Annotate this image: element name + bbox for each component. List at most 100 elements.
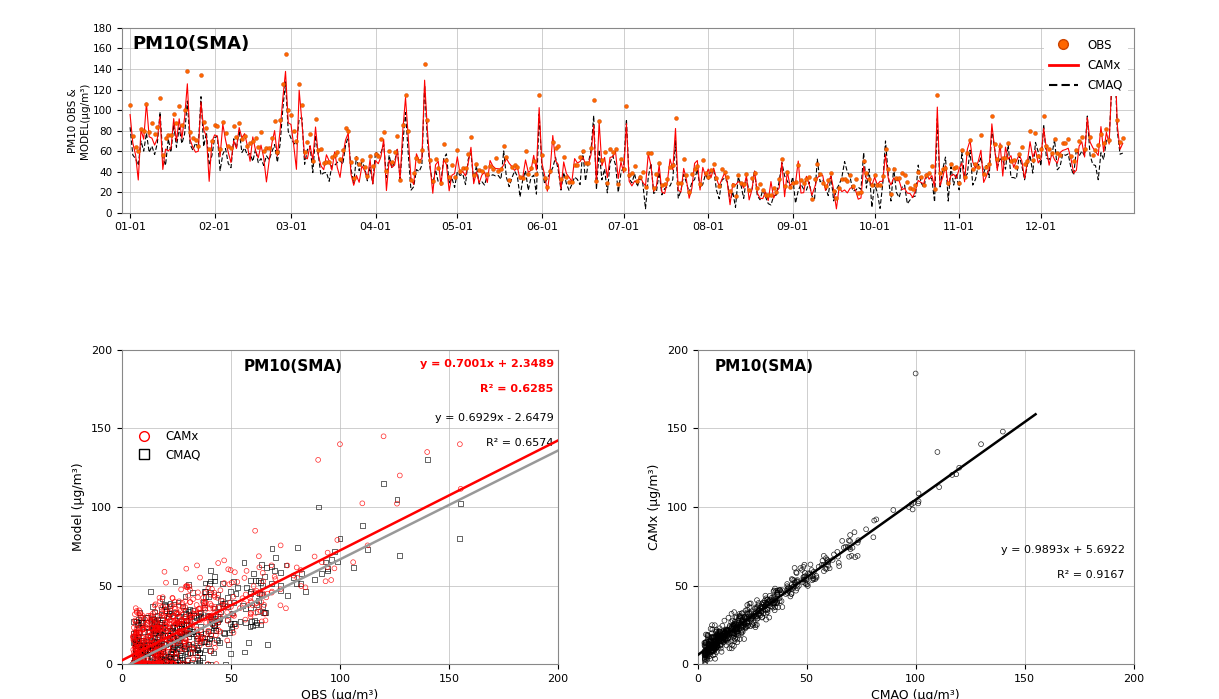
Point	[190, 621, 210, 632]
Point	[236, 617, 256, 628]
Point	[240, 137, 260, 148]
Point	[752, 605, 772, 617]
Point	[491, 164, 511, 175]
Point	[207, 611, 227, 622]
Point	[151, 655, 171, 666]
Point	[316, 556, 335, 568]
Point	[172, 614, 191, 625]
Point	[716, 627, 735, 638]
Point	[705, 646, 724, 657]
Point	[163, 630, 183, 642]
Point	[590, 115, 610, 127]
Point	[196, 122, 216, 134]
Point	[205, 120, 224, 131]
Point	[747, 619, 767, 630]
Point	[764, 586, 784, 597]
Point	[250, 587, 269, 598]
Point	[196, 591, 216, 602]
Point	[137, 658, 156, 670]
Point	[795, 559, 814, 570]
Point	[724, 635, 744, 647]
Point	[716, 626, 735, 637]
Point	[126, 658, 145, 670]
Point	[652, 179, 672, 190]
Point	[275, 48, 295, 59]
Point	[786, 576, 806, 587]
Point	[145, 658, 165, 670]
Point	[139, 127, 158, 138]
Point	[442, 160, 462, 171]
Point	[712, 630, 731, 642]
Point	[717, 624, 736, 635]
Point	[233, 600, 252, 611]
Point	[723, 640, 742, 651]
Point	[236, 565, 256, 577]
Point	[703, 640, 723, 651]
Point	[513, 173, 533, 184]
Point	[174, 104, 194, 115]
Point	[135, 645, 155, 656]
Point	[703, 639, 723, 650]
Point	[128, 640, 147, 651]
Point	[195, 633, 215, 644]
Point	[201, 630, 221, 641]
Point	[954, 171, 974, 182]
Point	[730, 633, 750, 644]
Point	[147, 621, 167, 633]
Point	[374, 127, 394, 138]
Point	[696, 637, 716, 649]
Point	[842, 550, 862, 561]
Point	[271, 579, 290, 591]
Point	[708, 632, 728, 643]
Point	[352, 520, 372, 531]
Point	[149, 654, 168, 665]
Point	[718, 626, 737, 637]
Point	[123, 131, 143, 142]
Point	[809, 561, 829, 572]
Point	[249, 595, 268, 606]
Point	[735, 611, 755, 622]
Point	[130, 610, 150, 621]
Point	[737, 616, 757, 627]
Point	[130, 608, 150, 619]
Point	[947, 161, 967, 173]
Point	[786, 567, 806, 578]
Point	[176, 602, 195, 613]
Point	[708, 629, 728, 640]
Point	[439, 172, 458, 183]
Point	[784, 581, 803, 592]
Point	[1007, 161, 1026, 173]
Point	[766, 593, 785, 605]
Point	[757, 605, 777, 616]
Point	[215, 577, 234, 589]
Point	[158, 611, 178, 622]
Point	[700, 642, 719, 654]
Point	[639, 147, 658, 159]
Point	[723, 628, 742, 640]
Point	[668, 178, 688, 189]
Point	[155, 630, 174, 641]
Point	[134, 656, 154, 668]
Text: R² = 0.6285: R² = 0.6285	[480, 384, 553, 394]
Point	[683, 168, 702, 180]
Point	[814, 550, 834, 561]
Point	[163, 612, 183, 623]
Point	[834, 542, 853, 553]
Point	[135, 658, 155, 670]
Point	[156, 619, 176, 630]
Point	[236, 582, 256, 593]
Point	[152, 593, 172, 604]
Point	[711, 640, 730, 651]
Point	[255, 571, 274, 582]
Point	[178, 579, 197, 590]
Point	[138, 623, 157, 634]
Point	[223, 607, 243, 619]
Point	[271, 600, 290, 611]
Point	[167, 658, 187, 670]
Point	[133, 637, 152, 649]
Point	[817, 552, 836, 563]
Point	[176, 596, 195, 607]
Point	[705, 644, 724, 655]
Point	[128, 654, 147, 665]
Point	[719, 625, 739, 636]
